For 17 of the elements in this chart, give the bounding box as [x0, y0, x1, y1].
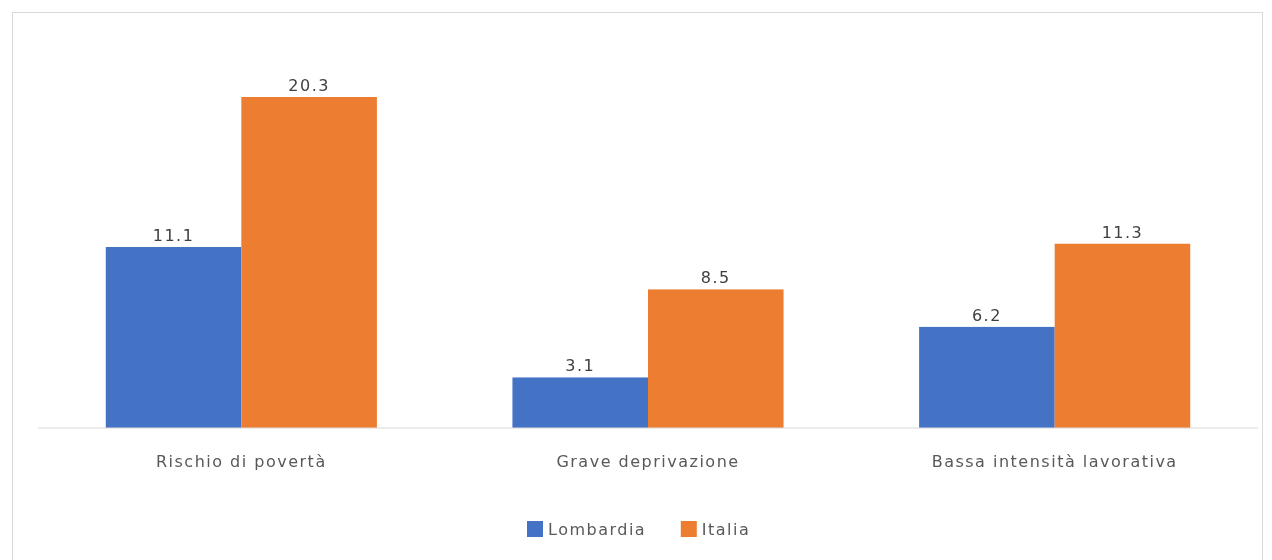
x-tick-label: Bassa intensità lavorativa — [931, 452, 1178, 471]
data-label: 3.1 — [565, 356, 596, 376]
bar — [105, 247, 242, 428]
bar — [1054, 243, 1191, 428]
bar — [919, 326, 1055, 428]
bar — [241, 97, 377, 428]
legend-label: Italia — [701, 520, 751, 539]
legend-label: Lombardia — [548, 520, 647, 539]
x-tick-label: Grave deprivazione — [556, 452, 740, 471]
data-label: 6.2 — [971, 305, 1002, 325]
bar — [512, 377, 648, 428]
data-label: 8.5 — [700, 268, 731, 288]
x-tick-label: Rischio di povertà — [155, 452, 327, 471]
bar — [648, 289, 784, 428]
data-label: 11.1 — [152, 226, 195, 246]
data-label: 11.3 — [1101, 222, 1144, 242]
data-label: 20.3 — [288, 76, 330, 95]
